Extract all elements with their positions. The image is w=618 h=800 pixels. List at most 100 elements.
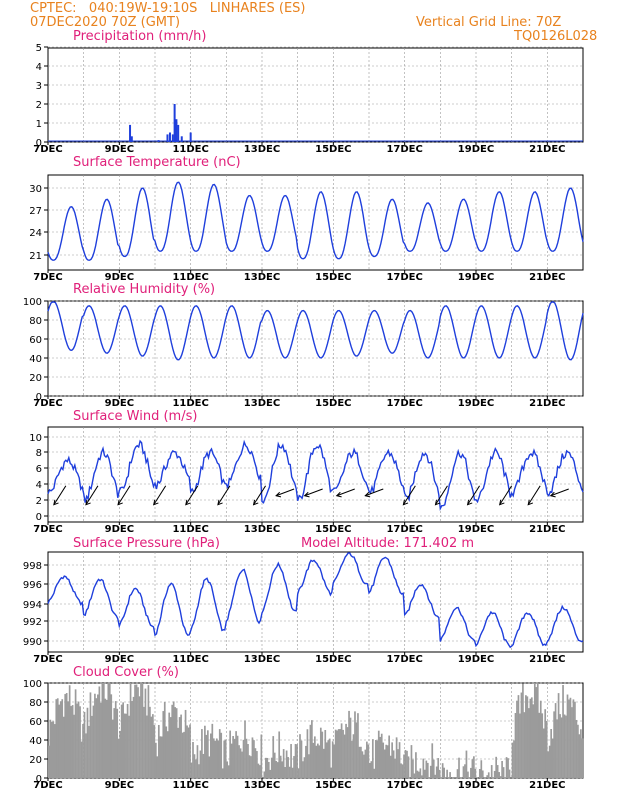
- cloud-bar: [275, 760, 278, 778]
- x-tick-label: 21DEC: [529, 780, 565, 791]
- cloud-bar: [79, 706, 81, 778]
- cloud-bar: [299, 734, 301, 778]
- cloud-bar: [180, 714, 182, 778]
- cloud-bar: [571, 707, 573, 778]
- cloud-bar: [351, 740, 353, 778]
- cloud-bar: [349, 717, 352, 778]
- cloud-bar: [364, 749, 367, 778]
- plot-frame: [47, 174, 584, 271]
- cloud-bar: [217, 740, 220, 778]
- cloud-bar: [363, 754, 365, 778]
- cloud-bar: [550, 729, 552, 778]
- cloud-bar: [553, 711, 555, 778]
- cloud-bar: [519, 713, 521, 778]
- cloud-bar: [58, 704, 61, 778]
- model-altitude-label: Model Altitude: 171.402 m: [301, 536, 474, 551]
- cloud-bar: [563, 714, 566, 778]
- cloud-bar: [241, 751, 243, 778]
- cloud-bar: [226, 761, 229, 778]
- cloud-bar: [574, 701, 576, 778]
- cloud-bar: [480, 760, 483, 778]
- cloud-bar: [122, 702, 124, 778]
- cloud-bar: [55, 699, 58, 778]
- cloud-bar: [426, 762, 429, 778]
- cloud-bar: [143, 706, 145, 778]
- cloud-bar: [250, 756, 252, 778]
- cloud-bar: [290, 744, 292, 778]
- cloud-bar: [126, 703, 129, 778]
- cloud-bar: [449, 772, 451, 778]
- precip-bar: [177, 124, 180, 142]
- x-tick-label: 11DEC: [172, 654, 208, 665]
- cloud-bar: [314, 736, 316, 778]
- cloud-bar: [294, 744, 297, 778]
- cloud-bar: [437, 758, 440, 778]
- cloud-bar: [53, 724, 56, 778]
- cloud-bar: [287, 757, 289, 778]
- cloud-bar: [235, 731, 237, 778]
- cloud-bar: [218, 729, 221, 778]
- cloud-bar: [67, 701, 70, 778]
- cloud-bar: [340, 723, 343, 778]
- cloud-bar: [346, 727, 349, 778]
- cloud-bar: [128, 715, 130, 778]
- cloud-bar: [431, 743, 434, 778]
- x-tick-label: 19DEC: [458, 654, 494, 665]
- cloud-bar: [52, 721, 55, 778]
- wind-arrow-head: [217, 499, 223, 506]
- x-tick-label: 17DEC: [386, 524, 422, 535]
- cloud-bar: [578, 734, 581, 778]
- cloud-bar: [230, 743, 233, 778]
- wind-arrow-head: [527, 499, 534, 506]
- cloud-bar: [104, 698, 107, 778]
- cloud-bar: [48, 745, 50, 778]
- cloud-bar: [119, 730, 122, 778]
- cloud-bar: [355, 722, 358, 778]
- wind-arrow: [550, 488, 569, 497]
- cloud-bar: [64, 694, 67, 778]
- cloud-bar: [256, 751, 258, 778]
- cloud-bar: [373, 768, 376, 778]
- x-tick-label: 19DEC: [458, 144, 494, 155]
- cloud-bar: [557, 693, 560, 778]
- cloud-bar: [502, 767, 505, 778]
- cloud-bar: [177, 727, 179, 778]
- cloud-bar: [366, 741, 368, 778]
- wind-arrow-head: [275, 491, 282, 498]
- wind-arrow-head: [185, 499, 191, 506]
- cloud-bar: [547, 751, 550, 778]
- cloud-bar: [113, 708, 116, 778]
- cloud-bar: [288, 766, 291, 778]
- cloud-bar: [107, 683, 110, 778]
- plot-frame: [47, 300, 584, 397]
- x-tick-label: 19DEC: [458, 780, 494, 791]
- cloud-bar: [135, 684, 138, 778]
- y-tick-label: 21: [29, 251, 42, 262]
- cloud-bar: [447, 777, 450, 778]
- cloud-bar: [383, 749, 386, 778]
- cloud-bar: [544, 709, 547, 778]
- wind-arrow: [153, 485, 167, 505]
- cloud-bar: [361, 751, 364, 778]
- y-tick-label: 998: [23, 561, 42, 572]
- cloud-bar: [516, 700, 518, 778]
- x-tick-label: 11DEC: [172, 780, 208, 791]
- cloud-bar: [403, 754, 405, 778]
- y-tick-label: 3: [36, 81, 42, 92]
- cloud-bar: [343, 734, 346, 778]
- cloud-bar: [443, 767, 445, 778]
- cloud-bar: [77, 701, 80, 778]
- cloud-bar: [92, 705, 95, 778]
- x-tick-label: 21DEC: [529, 398, 565, 409]
- x-tick-label: 21DEC: [529, 524, 565, 535]
- cloud-bar: [257, 763, 260, 778]
- cloud-bar: [184, 709, 187, 778]
- x-tick-label: 15DEC: [315, 272, 351, 283]
- cloud-bar: [236, 735, 239, 778]
- cloud-bar: [529, 698, 532, 778]
- wind-arrow: [275, 488, 295, 497]
- cloud-bar: [114, 701, 117, 778]
- cloud-bar: [342, 729, 344, 778]
- x-tick-label: 13DEC: [244, 398, 280, 409]
